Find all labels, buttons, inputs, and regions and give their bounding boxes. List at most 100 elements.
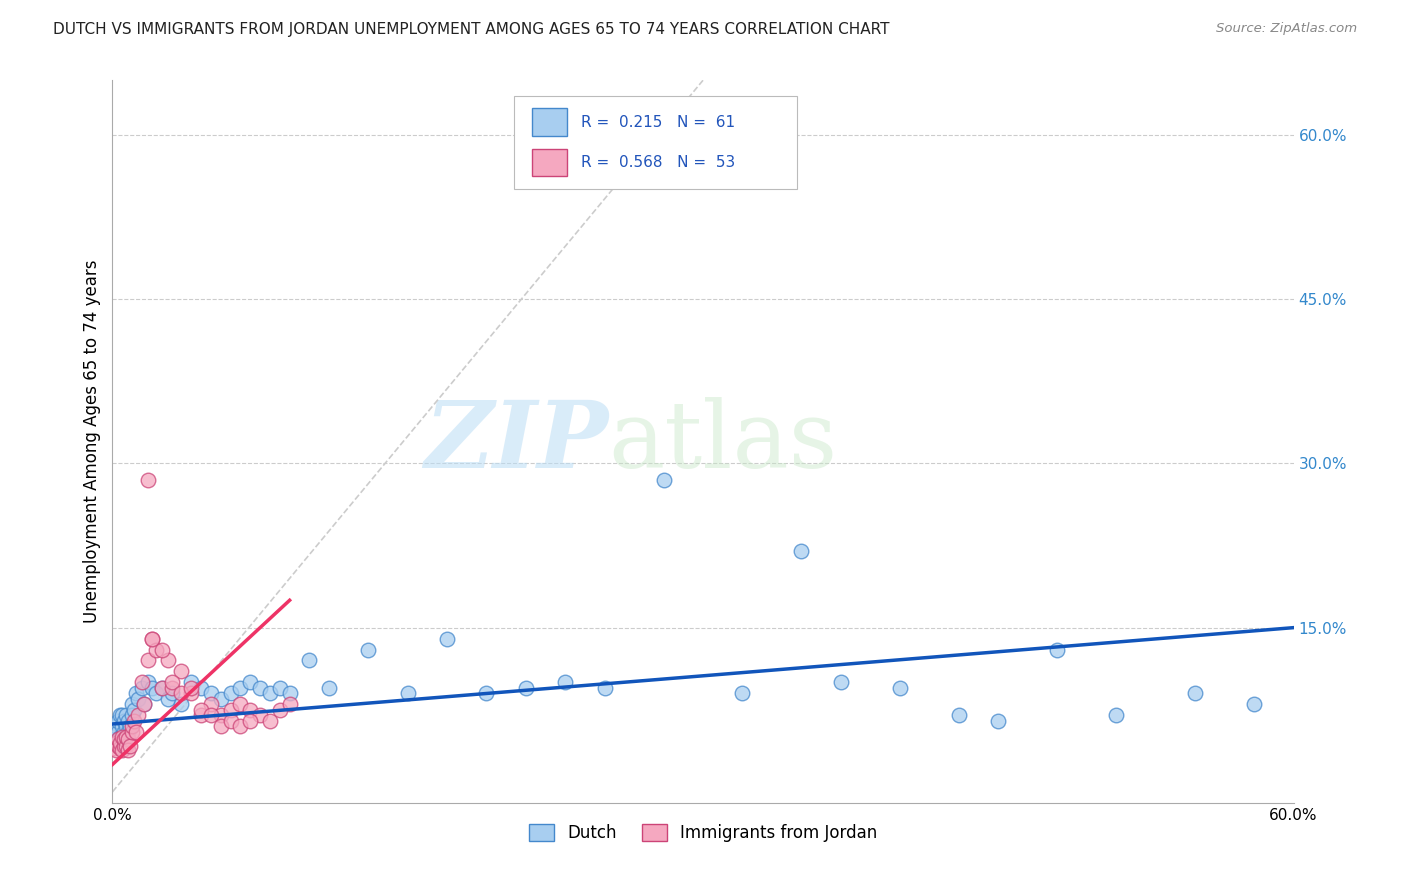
Point [249,681,271,695]
Point [150,642,173,657]
Point [107,739,129,753]
Point [107,724,129,739]
Y-axis label: Unemployment Among Ages 65 to 74 years: Unemployment Among Ages 65 to 74 years [83,260,101,624]
Point [115,730,138,744]
Point [110,708,132,723]
Point [112,732,135,747]
Point [219,703,242,717]
Point [200,686,222,700]
Point [141,681,163,695]
Point [120,719,142,733]
Point [180,675,202,690]
Point [259,714,281,728]
Point [122,714,145,728]
Point [160,675,183,690]
Point [239,675,262,690]
Point [105,743,128,757]
Point [156,653,179,667]
Point [170,665,193,679]
Point [111,743,134,757]
Point [209,691,232,706]
Point [115,739,138,753]
Point [209,719,232,733]
Point [121,719,143,733]
Point [269,681,291,695]
Point [110,735,132,749]
Point [239,714,262,728]
Point [125,724,148,739]
Point [219,686,242,700]
Text: atlas: atlas [609,397,838,486]
Point [219,714,242,728]
Point [249,708,271,723]
Point [117,732,139,747]
Point [136,473,159,487]
Point [239,703,262,717]
Point [554,675,576,690]
Point [150,681,173,695]
Text: DUTCH VS IMMIGRANTS FROM JORDAN UNEMPLOYMENT AMONG AGES 65 TO 74 YEARS CORRELATI: DUTCH VS IMMIGRANTS FROM JORDAN UNEMPLOY… [53,22,890,37]
Point [190,703,212,717]
Point [132,698,155,712]
Point [103,741,125,756]
Point [278,698,301,712]
Text: Source: ZipAtlas.com: Source: ZipAtlas.com [1216,22,1357,36]
Point [125,686,148,700]
Point [107,732,129,747]
Point [987,714,1010,728]
Point [259,686,281,700]
Point [121,724,143,739]
Point [131,681,153,695]
Point [117,743,139,757]
Point [948,708,970,723]
Point [103,730,125,744]
Point [121,698,143,712]
Point [1184,686,1206,700]
Point [190,681,212,695]
Point [105,735,128,749]
Point [357,642,380,657]
Point [112,724,135,739]
Point [1243,698,1265,712]
Point [131,675,153,690]
Point [111,730,134,744]
Point [110,730,132,744]
Point [105,719,128,733]
Point [122,703,145,717]
Point [1105,708,1128,723]
Point [141,632,163,646]
Point [200,698,222,712]
Point [160,681,183,695]
Point [318,681,340,695]
Point [731,686,754,700]
Point [127,691,149,706]
Point [112,739,135,753]
Point [136,675,159,690]
Point [889,681,911,695]
Point [145,686,167,700]
Point [156,691,179,706]
Point [170,698,193,712]
Point [141,632,163,646]
Point [515,681,537,695]
FancyBboxPatch shape [515,96,797,189]
Point [160,686,183,700]
Point [475,686,498,700]
Point [1046,642,1069,657]
Point [652,473,675,487]
Point [229,698,252,712]
Point [115,708,138,723]
Point [112,714,135,728]
Point [120,739,142,753]
Point [190,708,212,723]
Point [790,544,813,558]
Text: ZIP: ZIP [425,397,609,486]
Point [436,632,458,646]
Text: R =  0.568   N =  53: R = 0.568 N = 53 [581,155,735,170]
Point [117,714,139,728]
Point [132,698,155,712]
Point [180,686,202,700]
Point [229,681,252,695]
Point [110,741,132,756]
Point [396,686,419,700]
